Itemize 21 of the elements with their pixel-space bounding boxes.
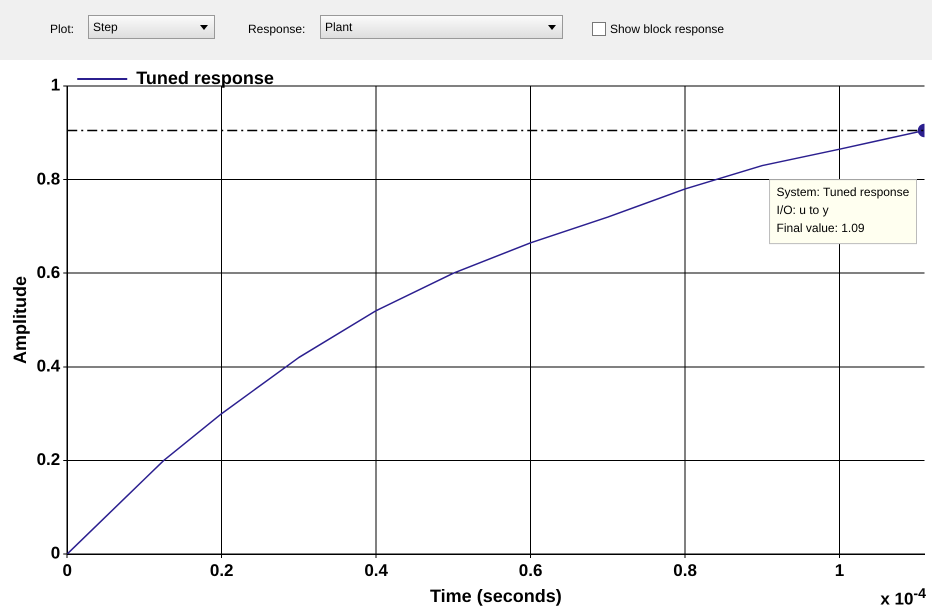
text: x 10$^{-4}$ — [880, 586, 926, 610]
legend-label: Tuned response — [136, 68, 274, 88]
y-tick-label: 0.2 — [36, 450, 60, 470]
y-tick-label: 1 — [50, 76, 60, 95]
text: Plant — [320, 15, 563, 39]
y-tick-label: 0.4 — [36, 356, 61, 376]
text: Response: — [248, 22, 306, 36]
text: Step — [88, 15, 215, 39]
y-tick-label: 0.8 — [36, 169, 60, 188]
x-tick-label: 0.8 — [673, 560, 697, 580]
annotation: System: Tuned response I/O: u to y Final value: 1.09 — [776, 184, 910, 235]
y-axis-title: Amplitude — [10, 276, 30, 364]
x-tick-label: 1 — [834, 560, 844, 580]
x-tick-label: 0.4 — [364, 560, 389, 580]
y-tick-label: 0.6 — [36, 262, 60, 282]
x-tick-label: 0.6 — [518, 560, 542, 580]
text: Plot: — [50, 22, 74, 36]
y-tick-label: 0 — [50, 544, 60, 563]
x-axis-title: Time (seconds) — [430, 586, 562, 606]
text: Show block response — [610, 22, 724, 36]
x-tick-label: 0.2 — [210, 560, 234, 580]
